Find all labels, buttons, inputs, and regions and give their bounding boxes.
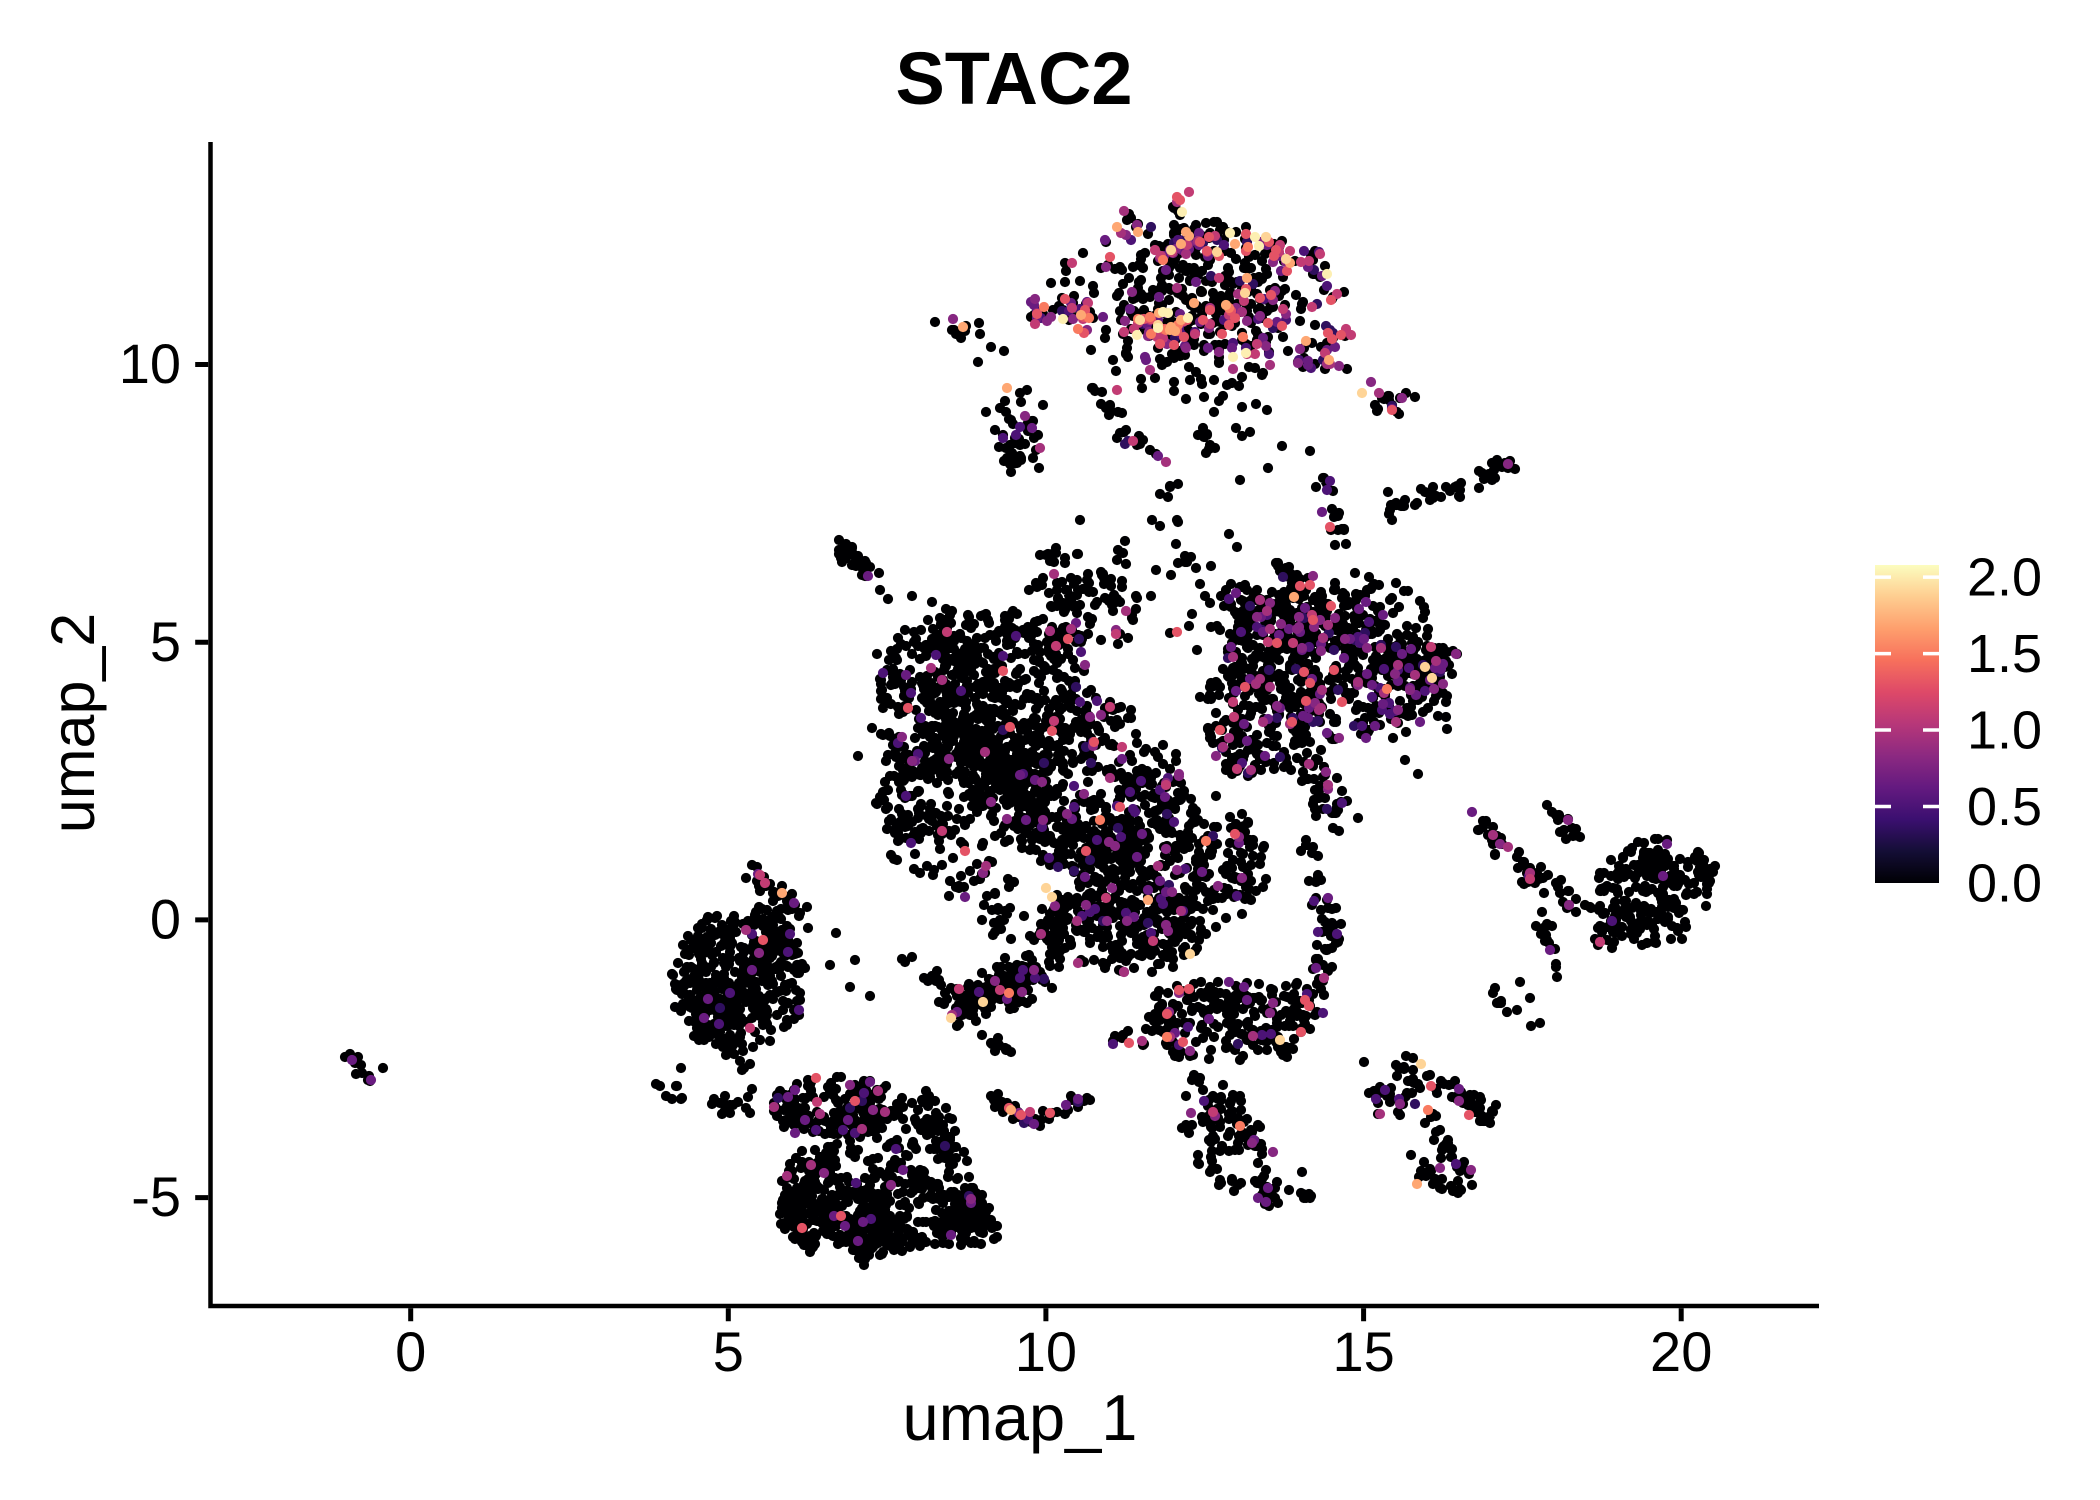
svg-text:0: 0 <box>395 1320 426 1383</box>
svg-text:-5: -5 <box>131 1165 181 1228</box>
svg-text:umap_2: umap_2 <box>39 613 107 833</box>
svg-text:5: 5 <box>713 1320 744 1383</box>
svg-text:2.0: 2.0 <box>1967 548 2042 608</box>
svg-text:10: 10 <box>119 332 181 395</box>
svg-text:20: 20 <box>1650 1320 1712 1383</box>
svg-text:1.5: 1.5 <box>1967 624 2042 684</box>
svg-text:STAC2: STAC2 <box>895 37 1132 120</box>
svg-text:0.5: 0.5 <box>1967 777 2042 837</box>
svg-text:0: 0 <box>150 888 181 951</box>
svg-text:5: 5 <box>150 610 181 673</box>
svg-text:umap_1: umap_1 <box>903 1381 1138 1454</box>
svg-text:1.0: 1.0 <box>1967 701 2042 761</box>
svg-text:15: 15 <box>1332 1320 1394 1383</box>
svg-text:0.0: 0.0 <box>1967 854 2042 914</box>
svg-text:10: 10 <box>1015 1320 1077 1383</box>
